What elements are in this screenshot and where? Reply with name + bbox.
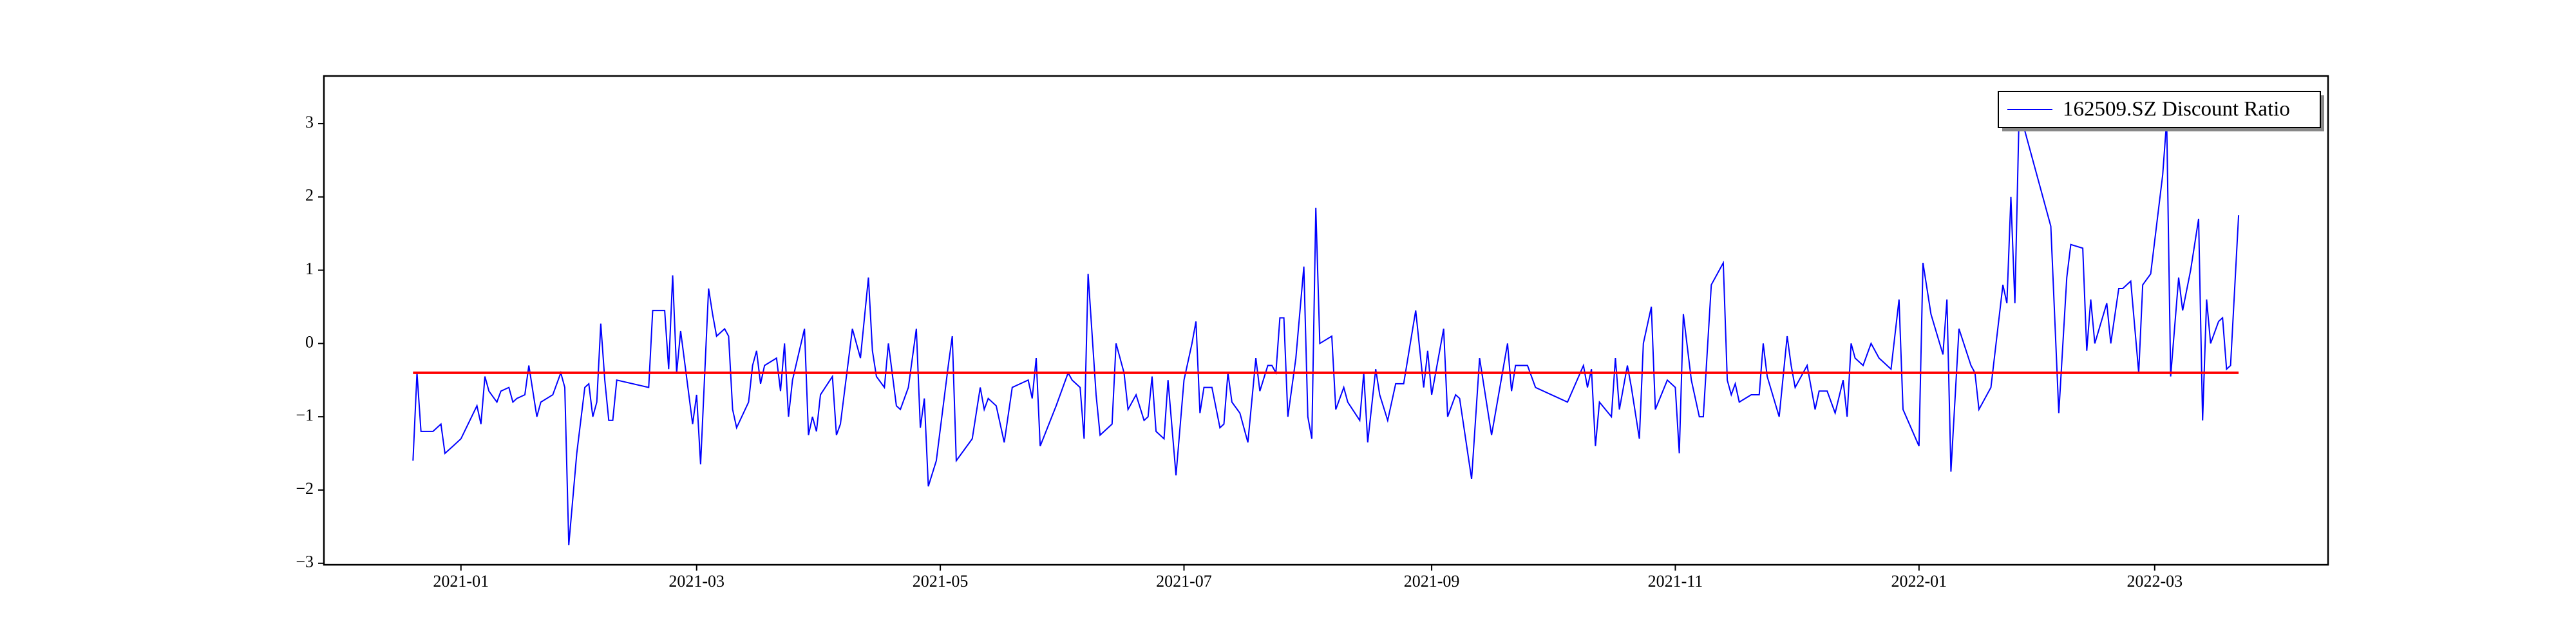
x-tick-label: 2021-01 — [433, 572, 489, 591]
y-tick-label: −2 — [296, 479, 314, 498]
y-tick-label: −1 — [296, 406, 314, 424]
x-tick-label: 2021-11 — [1648, 572, 1703, 591]
legend-label: 162509.SZ Discount Ratio — [2063, 98, 2290, 121]
data-line — [412, 120, 2240, 545]
plot-frame — [323, 75, 2329, 566]
y-tick-label: 1 — [305, 260, 314, 278]
x-tick-label: 2022-01 — [1891, 572, 1947, 591]
y-tick-label: 2 — [305, 186, 314, 205]
x-tick-label: 2021-09 — [1404, 572, 1460, 591]
x-tick-label: 2021-03 — [668, 572, 724, 591]
x-tick-label: 2021-05 — [913, 572, 969, 591]
y-tick-label: 0 — [305, 332, 314, 351]
x-tick-label: 2021-07 — [1156, 572, 1212, 591]
y-tick-label: 3 — [305, 113, 314, 131]
y-tick-label: −3 — [296, 553, 314, 571]
x-tick-label: 2022-03 — [2126, 572, 2183, 591]
